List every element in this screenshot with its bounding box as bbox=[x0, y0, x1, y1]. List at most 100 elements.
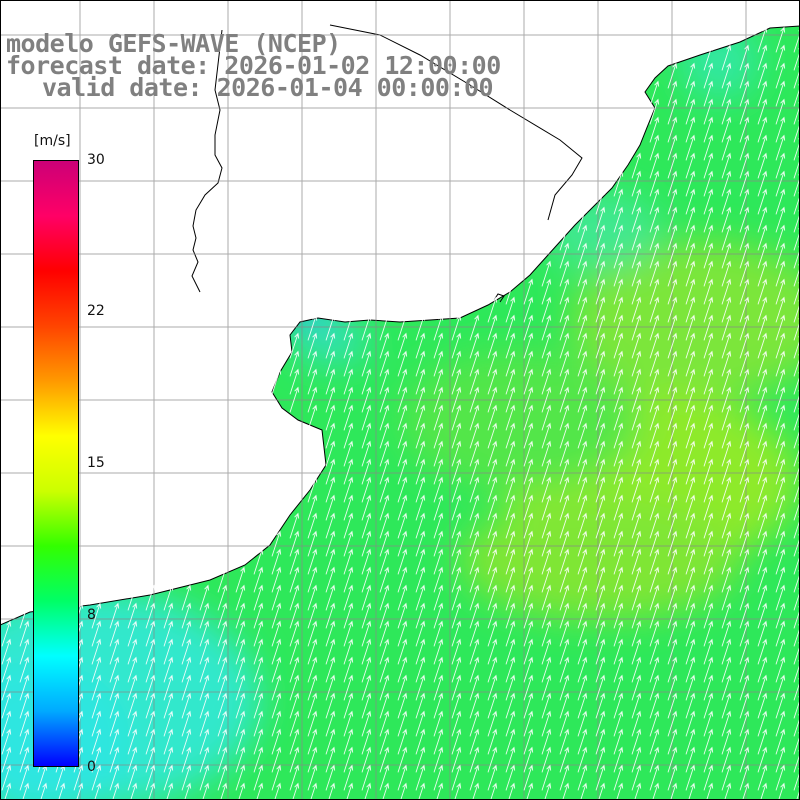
wind-arrow bbox=[685, 98, 696, 125]
wind-arrow bbox=[379, 674, 390, 701]
wind-arrow bbox=[415, 314, 426, 341]
wind-arrow bbox=[379, 314, 390, 341]
wind-arrow bbox=[343, 692, 354, 719]
wind-arrow bbox=[469, 674, 480, 701]
wind-arrow bbox=[703, 116, 714, 143]
wind-arrow bbox=[163, 692, 174, 719]
wind-arrow bbox=[307, 584, 318, 611]
wind-arrow bbox=[703, 206, 714, 233]
wind-arrow bbox=[595, 674, 606, 701]
wind-arrow bbox=[19, 728, 30, 755]
wind-arrow bbox=[307, 548, 318, 575]
wind-arrow bbox=[613, 170, 624, 197]
wind-arrow bbox=[577, 368, 588, 395]
wind-arrow bbox=[361, 422, 372, 449]
wind-arrow bbox=[325, 566, 336, 593]
wind-arrow bbox=[217, 566, 228, 593]
wind-arrow bbox=[667, 278, 678, 305]
wind-arrow bbox=[163, 602, 174, 629]
wind-arrow bbox=[109, 728, 120, 755]
wind-arrow bbox=[631, 710, 642, 737]
wind-arrow bbox=[667, 170, 678, 197]
wind-arrow bbox=[739, 314, 750, 341]
wind-arrow bbox=[271, 764, 282, 791]
wind-arrow bbox=[721, 764, 732, 791]
wind-arrow bbox=[739, 548, 750, 575]
wind-arrow bbox=[703, 746, 714, 773]
wind-arrow bbox=[127, 728, 138, 755]
wind-arrow bbox=[397, 566, 408, 593]
wind-arrow bbox=[595, 296, 606, 323]
wind-arrow bbox=[163, 656, 174, 683]
wind-arrow bbox=[631, 602, 642, 629]
wind-arrow bbox=[667, 440, 678, 467]
wind-arrow bbox=[541, 728, 552, 755]
wind-arrow bbox=[289, 566, 300, 593]
wind-arrow bbox=[487, 494, 498, 521]
wind-arrow bbox=[523, 692, 534, 719]
wind-arrow bbox=[757, 530, 768, 557]
wind-arrow bbox=[505, 350, 516, 377]
wind-arrow bbox=[325, 710, 336, 737]
wind-arrow bbox=[361, 332, 372, 359]
wind-arrow bbox=[253, 566, 264, 593]
wind-arrow bbox=[775, 422, 786, 449]
wind-arrow bbox=[739, 764, 750, 791]
wind-arrow bbox=[595, 620, 606, 647]
wind-arrow bbox=[541, 404, 552, 431]
wind-arrow bbox=[523, 368, 534, 395]
wind-arrow bbox=[199, 602, 210, 629]
wind-arrow bbox=[415, 710, 426, 737]
wind-arrow bbox=[418, 782, 426, 800]
wind-arrow bbox=[577, 566, 588, 593]
wind-arrow bbox=[739, 152, 750, 179]
wind-arrow bbox=[289, 602, 300, 629]
wind-arrow bbox=[487, 764, 498, 791]
wind-arrow bbox=[436, 782, 444, 800]
wind-arrow bbox=[469, 422, 480, 449]
wind-arrow bbox=[523, 296, 534, 323]
wind-arrow bbox=[739, 530, 750, 557]
wind-arrow bbox=[775, 584, 786, 611]
wind-arrow bbox=[289, 350, 300, 377]
wind-arrow bbox=[739, 80, 750, 107]
wind-arrow bbox=[703, 710, 714, 737]
wind-arrow bbox=[379, 476, 390, 503]
wind-arrow bbox=[721, 476, 732, 503]
wind-arrow bbox=[739, 62, 750, 89]
wind-arrow bbox=[202, 782, 210, 800]
wind-arrow bbox=[595, 188, 606, 215]
wind-arrow bbox=[253, 620, 264, 647]
wind-arrow bbox=[685, 728, 696, 755]
wind-arrow bbox=[559, 548, 570, 575]
wind-arrow bbox=[379, 530, 390, 557]
wind-arrow bbox=[343, 638, 354, 665]
wind-arrow bbox=[487, 422, 498, 449]
wind-arrow bbox=[706, 782, 714, 800]
wind-arrow bbox=[595, 206, 606, 233]
wind-arrow bbox=[217, 674, 228, 701]
wind-arrow bbox=[343, 566, 354, 593]
wind-arrow bbox=[109, 602, 120, 629]
wind-arrow bbox=[685, 512, 696, 539]
wind-arrow bbox=[505, 530, 516, 557]
wind-arrow bbox=[1, 620, 12, 647]
wind-arrow bbox=[433, 458, 444, 485]
wind-arrow bbox=[595, 638, 606, 665]
wind-arrow bbox=[58, 782, 66, 800]
wind-arrow bbox=[721, 494, 732, 521]
wind-arrow bbox=[721, 422, 732, 449]
wind-arrow bbox=[685, 620, 696, 647]
wind-arrow bbox=[253, 656, 264, 683]
wind-arrow bbox=[379, 440, 390, 467]
wind-arrow bbox=[91, 656, 102, 683]
coastline bbox=[0, 25, 800, 626]
wind-arrow bbox=[595, 566, 606, 593]
wind-arrow bbox=[433, 350, 444, 377]
wind-arrow bbox=[577, 494, 588, 521]
wind-arrow bbox=[595, 494, 606, 521]
wind-arrow bbox=[508, 782, 516, 800]
wind-arrow bbox=[289, 512, 300, 539]
wind-arrow bbox=[76, 782, 84, 800]
wind-arrow bbox=[487, 620, 498, 647]
